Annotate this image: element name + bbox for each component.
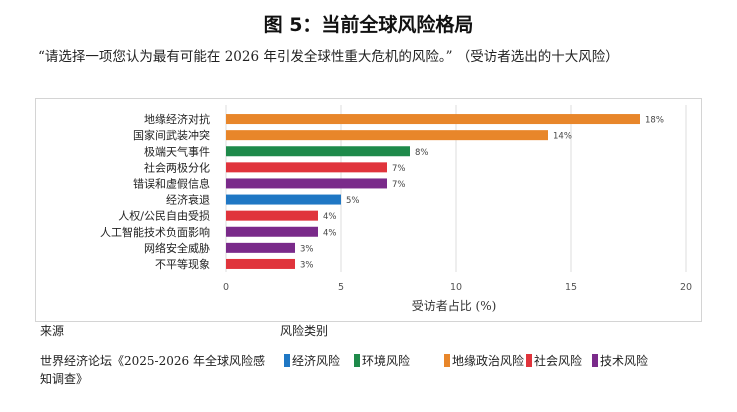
category-label: 网络安全威胁 (144, 241, 210, 255)
value-labels: 18% 14% 8% 7% 7% 5% 4% 4% 3% 3% (300, 116, 664, 271)
legend-swatch (354, 354, 360, 367)
category-label: 国家间武装冲突 (133, 128, 210, 142)
bar (226, 130, 548, 141)
category-label: 错误和虚假信息 (133, 176, 210, 190)
bar-chart: 地缘经济对抗国家间武装冲突极端天气事件社会两极分化错误和虚假信息经济衰退人权/公… (100, 105, 692, 313)
bar (226, 226, 318, 237)
category-label: 经济衰退 (166, 193, 210, 207)
bar (226, 114, 640, 125)
legend-swatch (444, 354, 450, 367)
category-label: 人工智能技术负面影响 (100, 225, 210, 239)
legend-item-geopolitical: 地缘政治风险 (444, 352, 524, 369)
chart-frame: 地缘经济对抗国家间武装冲突极端天气事件 社会两极分化错误和虚假信息经济衰退人权/公… (35, 98, 702, 322)
bars-layer (226, 114, 640, 269)
legend-label: 地缘政治风险 (452, 354, 525, 368)
value-label: 4% (323, 228, 337, 238)
value-label: 4% (323, 212, 337, 222)
value-label: 7% (392, 164, 406, 174)
legend-label: 经济风险 (292, 354, 341, 368)
category-label: 地缘经济对抗 (144, 112, 210, 126)
category-label: 人权/公民自由受损 (118, 209, 210, 223)
legend-label: 社会风险 (534, 354, 583, 368)
bar (226, 146, 410, 157)
x-tick-label: 15 (565, 282, 577, 293)
figure-title: 图 5：当前全球风险格局 (263, 14, 474, 36)
x-axis-label: 受访者占比 (%) (412, 298, 497, 313)
legend-swatch (526, 354, 532, 367)
x-tick-label: 5 (338, 282, 344, 293)
category-label: 社会两极分化 (144, 160, 210, 174)
survey-question: “请选择一项您认为最有可能在 2026 年引发全球性重大危机的风险。” （受访者… (38, 49, 619, 65)
legend-item-societal: 社会风险 (526, 352, 582, 369)
category-labels: 地缘经济对抗国家间武装冲突极端天气事件社会两极分化错误和虚假信息经济衰退人权/公… (100, 112, 210, 271)
value-label: 5% (346, 196, 360, 206)
legend-item-technological: 技术风险 (592, 352, 648, 369)
x-tick-label: 0 (223, 282, 229, 293)
value-label: 14% (553, 132, 572, 142)
legend-swatch (592, 354, 598, 367)
value-label: 3% (300, 260, 314, 270)
bar (226, 258, 295, 269)
category-label: 风险类别 (280, 324, 329, 338)
source-label: 来源 (40, 324, 65, 338)
x-tick-labels: 0 5 10 15 20 (223, 282, 692, 293)
bar (226, 210, 318, 221)
value-label: 3% (300, 244, 314, 254)
legend-label: 环境风险 (362, 354, 411, 368)
bar (226, 242, 295, 253)
legend-item-environmental: 环境风险 (354, 352, 410, 369)
bar (226, 178, 387, 189)
value-label: 8% (415, 148, 429, 158)
x-tick-label: 10 (450, 282, 462, 293)
x-tick-label: 20 (680, 282, 692, 293)
category-label: 不平等现象 (155, 257, 210, 271)
legend-item-economic: 经济风险 (284, 352, 340, 369)
legend-label: 技术风险 (600, 354, 649, 368)
bar (226, 194, 341, 205)
bar (226, 162, 387, 173)
category-label: 极端天气事件 (144, 144, 210, 158)
source-text: 世界经济论坛《2025-2026 年全球风险感知调查》 (40, 354, 265, 386)
value-label: 18% (645, 116, 664, 126)
value-label: 7% (392, 180, 406, 190)
legend-swatch (284, 354, 290, 367)
